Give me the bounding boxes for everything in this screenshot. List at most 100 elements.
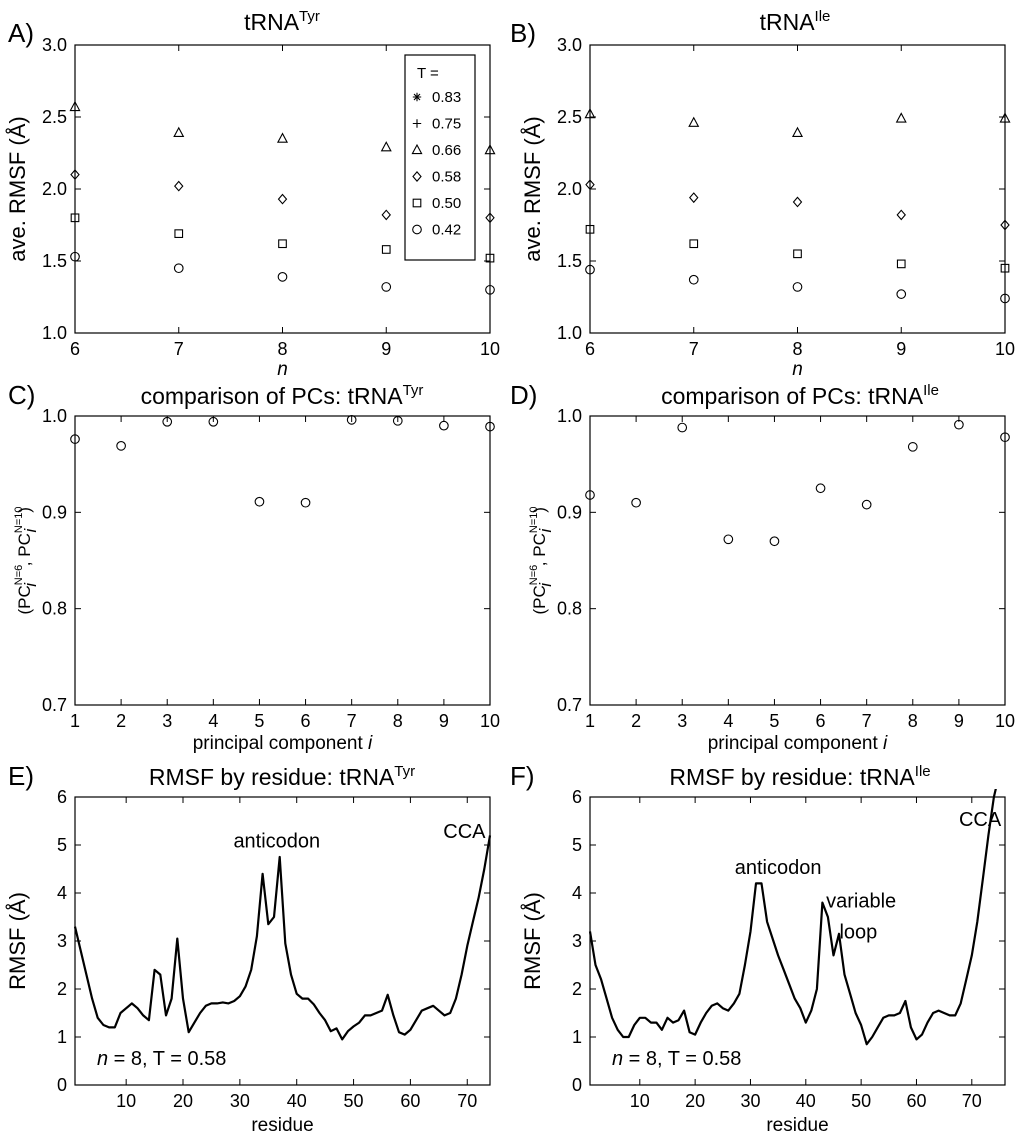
y-tick-label: 0.7 <box>557 695 582 715</box>
x-tick-label: 2 <box>116 711 126 731</box>
y-tick-label: 6 <box>572 787 582 807</box>
panel-a: A) tRNATyr 6 7 8 9 10 1.0 1.5 2.0 2.5 3.0 n ave. RMSF… <box>5 8 500 380</box>
data-point <box>1000 432 1010 443</box>
x-tick-label: 1 <box>70 711 80 731</box>
data-point-circle <box>70 251 80 262</box>
parameter-note-italic: n <box>97 1048 108 1070</box>
plot-frame <box>589 415 1006 706</box>
panel-title-sup: Tyr <box>299 8 320 25</box>
data-point-circle <box>688 274 699 285</box>
plot-data <box>69 100 496 295</box>
panel-title: comparison of PCs: tRNATyr <box>141 382 424 409</box>
data-point-square <box>1000 263 1010 273</box>
data-point <box>677 422 688 433</box>
y-axis-label-part: (PC <box>530 585 549 614</box>
x-tick-label: 6 <box>585 339 595 359</box>
y-axis-label: ave. RMSF (Å) <box>520 116 545 261</box>
panel-title: comparison of PCs: tRNAIle <box>661 382 939 409</box>
x-tick-label: 8 <box>792 339 802 359</box>
panel-label: B) <box>510 18 536 48</box>
data-point-triangle <box>276 132 289 143</box>
legend-entry-label: 0.75 <box>432 116 461 133</box>
data-point-square <box>174 229 184 238</box>
data-point-triangle <box>484 143 496 155</box>
x-tick-label: 7 <box>347 711 357 731</box>
legend-entry-label: 0.58 <box>432 169 461 186</box>
x-tick-label: 9 <box>439 711 449 731</box>
data-point-triangle <box>69 100 81 112</box>
panel-title-sup: Tyr <box>403 382 424 399</box>
data-point <box>631 497 641 508</box>
legend-marker-triangle <box>411 143 423 155</box>
y-tick-label: 2 <box>57 979 67 999</box>
annotation-label: loop <box>839 922 877 944</box>
y-tick-label: 1.5 <box>557 251 582 271</box>
x-tick-label: 8 <box>908 711 918 731</box>
series-0-66 <box>584 107 1011 137</box>
annotation-label: CCA <box>959 809 1002 831</box>
y-axis-label-part: , PC <box>530 533 549 571</box>
parameter-note-text: = 8, T = 0.58 <box>623 1048 741 1070</box>
data-point <box>162 416 173 427</box>
plot-data <box>73 835 492 1041</box>
y-tick-label: 0.9 <box>42 502 67 522</box>
data-point-diamond-filled <box>1000 219 1010 231</box>
data-point <box>585 490 595 500</box>
data-point-triangle <box>791 126 804 137</box>
y-axis-label: RMSF (Å) <box>520 892 545 990</box>
rmsf-line <box>73 835 492 1041</box>
x-tick-label: 10 <box>630 1091 650 1111</box>
y-tick-label: 2.5 <box>557 107 582 127</box>
x-tick-label: 9 <box>896 339 906 359</box>
parameter-note-italic: n <box>612 1048 623 1070</box>
data-point-triangle <box>688 116 700 127</box>
panel-title-main: tRNA <box>760 9 816 35</box>
x-tick-label: 8 <box>277 339 287 359</box>
panel-title-main: RMSF by residue: tRNA <box>149 764 395 790</box>
y-axis-label-sup: N=6 <box>13 565 25 586</box>
y-tick-label: 2.5 <box>42 107 67 127</box>
legend-marker-diamond <box>412 171 422 182</box>
x-axis-label-italic: i <box>368 733 373 754</box>
legend-marker-star <box>412 92 422 102</box>
x-axis-label-text: principal component <box>708 733 883 754</box>
x-tick-label: 30 <box>740 1091 760 1111</box>
y-axis-label-sup: N=6 <box>528 565 540 586</box>
y-axis-label-sup: N=10 <box>528 507 540 534</box>
x-tick-label: 4 <box>723 711 733 731</box>
data-point-triangle <box>380 141 392 152</box>
panel-b: B) tRNAIle 6 7 8 9 10 1.0 1.5 2.0 2.5 3.0 n ave. RMSF… <box>510 8 1015 380</box>
data-point-circle <box>173 263 184 274</box>
annotation-label: CCA <box>443 821 486 843</box>
panel-title-main: tRNA <box>244 9 300 35</box>
x-tick-label: 30 <box>230 1091 250 1111</box>
x-tick-label: 60 <box>400 1091 420 1111</box>
panel-label: A) <box>8 18 34 48</box>
plot-data <box>584 107 1011 304</box>
y-tick-label: 0 <box>57 1075 67 1095</box>
legend: T = 0.83 0.75 0.66 0.58 0.50 0.42 <box>404 54 476 261</box>
y-tick-label: 1.0 <box>42 406 67 426</box>
x-tick-label: 6 <box>70 339 80 359</box>
annotation-label: variable <box>826 890 896 912</box>
plot-frame <box>74 415 491 706</box>
data-point-triangle <box>173 126 185 137</box>
series-0-50 <box>70 213 495 263</box>
x-tick-label: 70 <box>962 1091 982 1111</box>
data-point-square <box>689 239 699 249</box>
x-tick-label: 5 <box>769 711 779 731</box>
panel-label: E) <box>8 761 34 791</box>
x-tick-label: 9 <box>954 711 964 731</box>
y-axis-label-sup: N=10 <box>13 507 25 534</box>
series-0-58 <box>585 179 1010 231</box>
data-point-triangle <box>584 107 596 119</box>
annotation-label: anticodon <box>735 857 822 879</box>
panel-title-main: comparison of PCs: tRNA <box>141 383 404 409</box>
y-tick-label: 0.8 <box>557 599 582 619</box>
data-point <box>861 499 872 510</box>
legend-entry-label: 0.66 <box>432 142 461 159</box>
y-tick-label: 1 <box>57 1027 67 1047</box>
y-axis-label: (PCN=6i , PCN=10i) <box>528 507 555 615</box>
